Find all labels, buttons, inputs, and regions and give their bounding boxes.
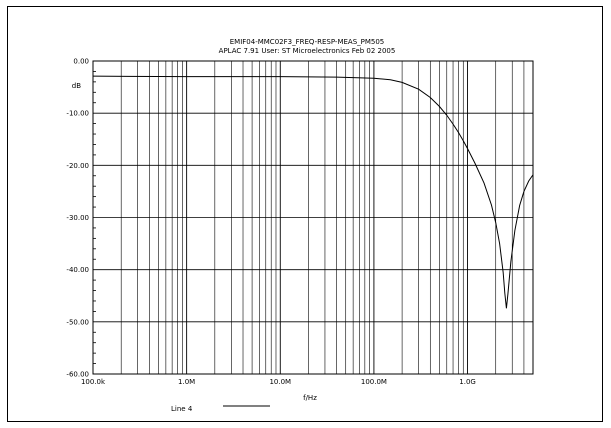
x-tick-label: 100.0M [361, 378, 387, 386]
x-tick-label: 1.0M [178, 378, 195, 386]
y-tick-label: -20.00 [66, 162, 89, 170]
chart-title: EMIF04-MMC02F3_FREQ-RESP-MEAS_PM505 [230, 38, 385, 46]
y-tick-label: -40.00 [66, 266, 89, 274]
x-axis-ticks: 100.0k 1.0M 10.0M 100.0M 1.0G [81, 378, 476, 386]
x-tick-label: 1.0G [459, 378, 476, 386]
series-group [92, 75, 534, 309]
y-axis-ticks: 0.00 -10.00 -20.00 -30.00 -40.00 -50.00 -60.00 [66, 58, 89, 379]
y-tick-label: -30.00 [66, 214, 89, 222]
y-tick-label: -10.00 [66, 110, 89, 118]
line-chart: EMIF04-MMC02F3_FREQ-RESP-MEAS_PM505 APLA… [66, 38, 534, 413]
y-tick-label: 0.00 [73, 58, 89, 66]
x-tick-label: 10.0M [269, 378, 291, 386]
plot-frame: EMIF04-MMC02F3_FREQ-RESP-MEAS_PM505 APLA… [7, 6, 603, 422]
legend-label: Line 4 [171, 405, 193, 413]
plot-area-border [92, 60, 534, 375]
x-tick-label: 100.0k [81, 378, 106, 386]
grid [93, 61, 534, 374]
x-axis-label: f/Hz [303, 394, 317, 402]
y-tick-label: -60.00 [66, 371, 89, 379]
series-line [92, 75, 534, 309]
y-axis-label: dB [72, 82, 81, 90]
y-tick-label: -50.00 [66, 318, 89, 326]
chart-subtitle: APLAC 7.91 User: ST Microelectronics Feb… [219, 47, 396, 55]
